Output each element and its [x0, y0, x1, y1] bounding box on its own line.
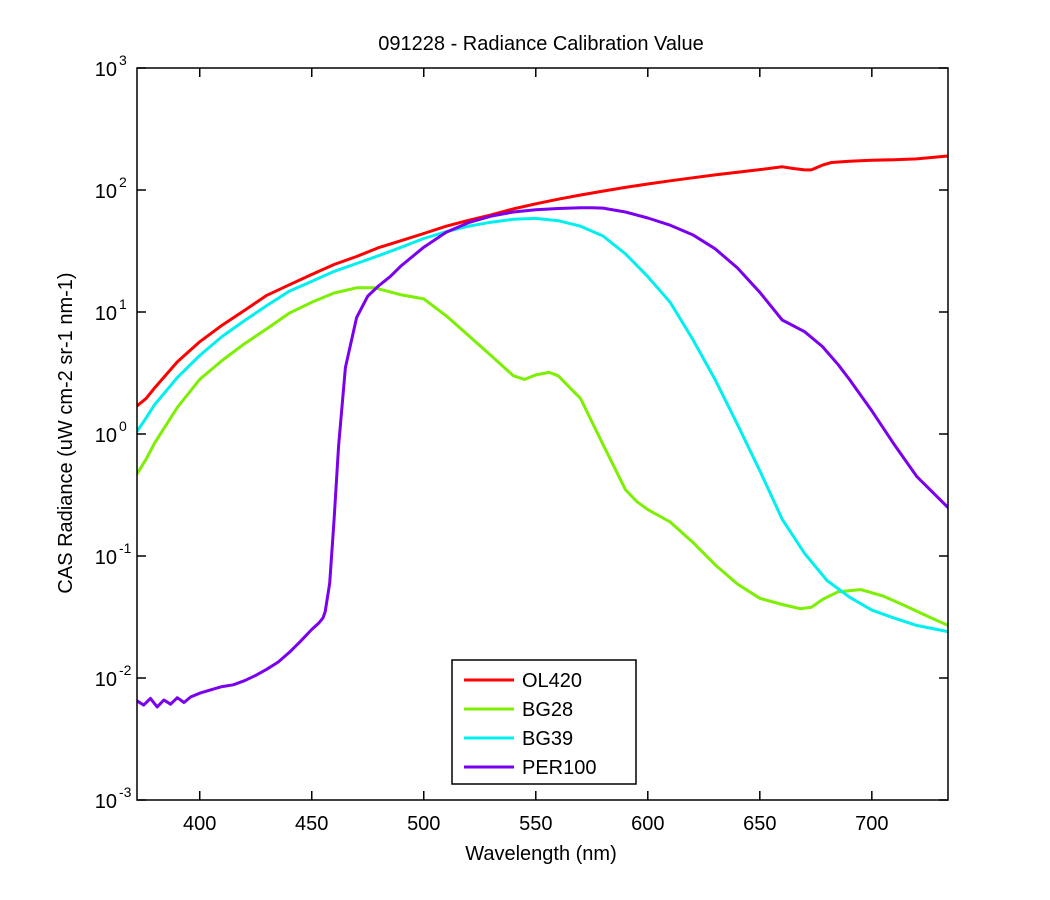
x-tick-label: 600 [631, 813, 664, 835]
x-tick-label: 450 [295, 813, 328, 835]
y-tick-label: 10 [95, 59, 117, 81]
series-line-bg28 [137, 286, 948, 627]
x-tick-label: 700 [855, 813, 888, 835]
y-tick-exponent: 3 [119, 52, 127, 68]
legend-label-ol420: OL420 [522, 670, 582, 692]
y-tick-label: 10 [95, 181, 117, 203]
legend: OL420 BG28 BG39 PER100 [451, 659, 637, 785]
x-tick-label: 550 [519, 813, 552, 835]
y-tick-exponent: -3 [119, 784, 132, 800]
legend-label-per100: PER100 [522, 757, 597, 779]
x-tick-label: 500 [407, 813, 440, 835]
x-tick-label: 400 [183, 813, 216, 835]
y-tick-exponent: 0 [119, 418, 127, 434]
y-tick-exponent: -2 [119, 662, 132, 678]
y-tick-exponent: 2 [119, 174, 127, 190]
y-tick-label: 10 [95, 669, 117, 691]
series-group [137, 154, 948, 709]
x-tick-label: 650 [743, 813, 776, 835]
legend-label-bg39: BG39 [522, 728, 573, 750]
y-axis-label: CAS Radiance (uW cm-2 sr-1 nm-1) [55, 272, 77, 593]
x-axis-label: Wavelength (nm) [465, 843, 617, 865]
y-tick-exponent: -1 [119, 540, 132, 556]
series-line-ol420 [137, 154, 948, 408]
series-line-per100 [137, 206, 948, 709]
y-tick-label: 10 [95, 791, 117, 813]
y-tick-label: 10 [95, 303, 117, 325]
series-line-bg39 [137, 216, 948, 634]
chart-title: 091228 - Radiance Calibration Value [378, 33, 703, 55]
y-tick-label: 10 [95, 425, 117, 447]
y-tick-exponent: 1 [119, 296, 127, 312]
legend-label-bg28: BG28 [522, 699, 573, 721]
y-tick-label: 10 [95, 547, 117, 569]
